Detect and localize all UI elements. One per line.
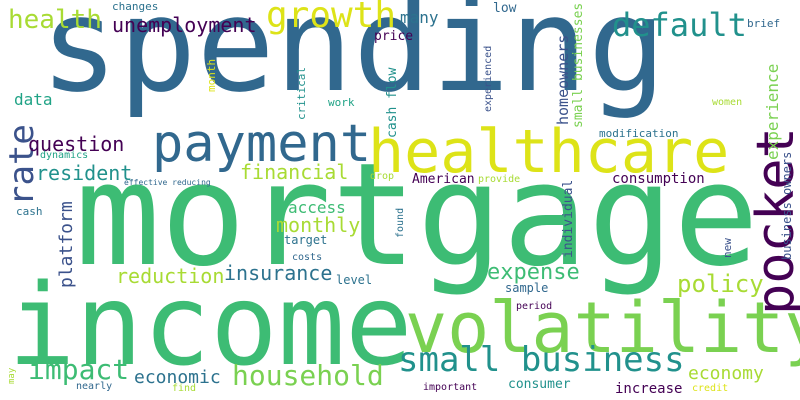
word-data: data (14, 90, 53, 109)
word-low: low (493, 1, 517, 16)
word-cash-flow: cash flow (385, 67, 400, 138)
word-household: household (232, 359, 384, 392)
word-reduction: reduction (116, 264, 225, 288)
word-find: find (172, 383, 197, 394)
word-work: work (328, 96, 355, 109)
word-individual: individual (561, 179, 576, 258)
word-small-business: small business (398, 340, 685, 380)
word-month: month (205, 58, 218, 92)
word-modification: modification (599, 127, 679, 140)
word-new: new (721, 238, 734, 258)
word-found: found (395, 207, 406, 238)
word-may: may (7, 367, 17, 384)
word-resident: resident (36, 161, 133, 185)
word-volatility: volatility (405, 287, 800, 369)
word-consumption: consumption (612, 171, 705, 187)
word-experienced: experienced (483, 45, 494, 112)
word-increase: increase (615, 381, 683, 397)
word-mortgage: mortgage (75, 133, 759, 298)
word-drop: drop (370, 171, 395, 182)
word-payment: payment (152, 114, 372, 174)
word-insurance: insurance (224, 261, 333, 285)
word-impact: impact (28, 353, 130, 386)
word-business-owners: business owners (780, 151, 794, 260)
word-growth: growth (266, 0, 397, 36)
word-nearly: nearly (76, 381, 113, 392)
word-health: health (8, 5, 102, 35)
word-women: women (712, 97, 743, 108)
word-expense: expense (487, 260, 580, 285)
word-changes: changes (112, 0, 159, 13)
word-access: access (288, 198, 346, 217)
word-provide: provide (478, 174, 521, 185)
word-many: many (400, 8, 439, 27)
word-default: default (612, 6, 747, 44)
word-financial: financial (240, 160, 349, 184)
word-price: price (374, 29, 414, 44)
word-economic: economic (134, 367, 221, 388)
word-american: American (412, 172, 475, 187)
word-policy: policy (677, 270, 764, 298)
word-credit: credit (692, 383, 729, 394)
word-cash: cash (16, 205, 43, 218)
word-income: income (8, 261, 413, 391)
word-small-businesses: small businesses (571, 2, 586, 128)
word-economy: economy (688, 363, 764, 384)
word-homeowners: homeowners (554, 34, 572, 125)
word-effective-reducing: effective reducing (124, 178, 211, 187)
word-experience: experience (763, 63, 782, 160)
word-question: question (28, 132, 125, 156)
word-target: target (284, 233, 328, 247)
word-costs: costs (292, 252, 323, 263)
word-dynamics: dynamics (40, 150, 89, 161)
word-sample: sample (505, 281, 549, 295)
word-period: period (516, 301, 553, 312)
word-consumer: consumer (508, 377, 571, 392)
word-brief: brief (747, 17, 781, 30)
word-important: important (423, 382, 478, 393)
word-platform: platform (56, 201, 77, 288)
word-level: level (336, 273, 373, 287)
word-spending: spending (40, 0, 667, 121)
word-critical: critical (295, 67, 308, 120)
word-healthcare: healthcare (368, 117, 730, 187)
word-unemployment: unemployment (112, 13, 257, 37)
word-monthly: monthly (276, 213, 361, 237)
